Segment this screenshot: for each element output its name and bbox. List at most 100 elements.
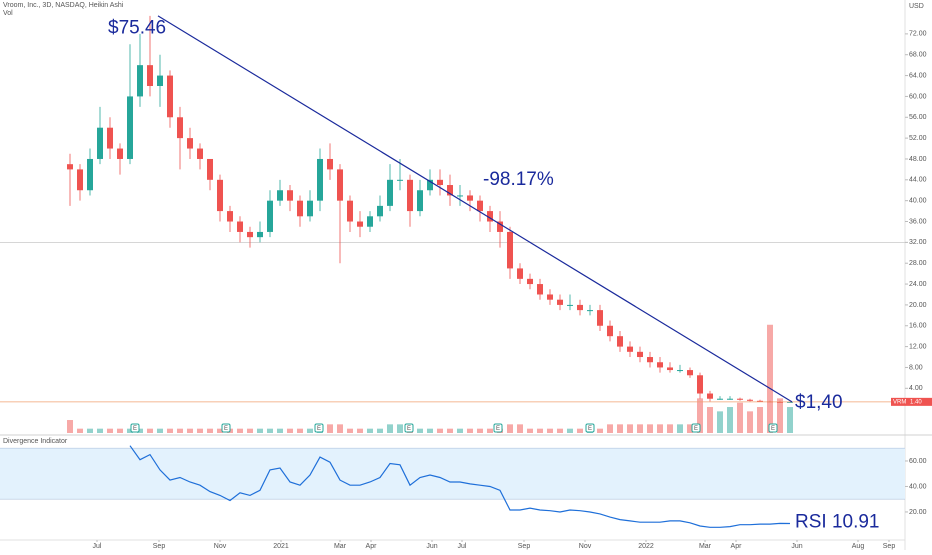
candle-body	[577, 304, 583, 311]
candle-body	[527, 278, 533, 285]
y-tick-label: 20.00	[909, 509, 927, 516]
y-tick-label: 36.00	[909, 218, 927, 225]
volume-bar	[237, 428, 243, 433]
x-tick-label: Mar	[334, 543, 347, 550]
volume-bar	[197, 428, 203, 433]
volume-bar	[217, 428, 223, 433]
volume-bar	[177, 428, 183, 433]
earnings-marker	[130, 423, 140, 433]
candle-body	[137, 65, 143, 97]
volume-bar	[427, 428, 433, 433]
volume-bar	[717, 411, 723, 433]
earnings-marker	[404, 423, 414, 433]
y-tick-label: 64.00	[909, 72, 927, 79]
candle-body	[467, 195, 473, 201]
candle-body	[217, 179, 223, 212]
earnings-label: E	[133, 426, 137, 432]
volume-bar	[637, 424, 643, 433]
candle-body	[637, 351, 643, 358]
y-tick-label: 52.00	[909, 135, 927, 142]
annotation: -98.17%	[483, 169, 554, 190]
candle-body	[777, 401, 783, 403]
y-tick-label: 40.00	[909, 198, 927, 205]
volume-bar	[287, 428, 293, 433]
volume-bar	[387, 424, 393, 433]
candle-body	[237, 221, 243, 232]
candle-body	[737, 398, 743, 400]
volume-bar	[467, 428, 473, 433]
volume-bar	[77, 428, 83, 433]
candle-body	[367, 216, 373, 227]
volume-bar	[507, 424, 513, 433]
annotation: $1,40	[795, 392, 843, 413]
volume-bar	[547, 428, 553, 433]
candle-body	[77, 169, 83, 191]
volume-bar	[397, 424, 403, 433]
volume-bar	[127, 428, 133, 433]
candle-body	[187, 138, 193, 149]
candle-body	[427, 179, 433, 191]
volume-bar	[657, 424, 663, 433]
earnings-marker	[585, 423, 595, 433]
candle-body	[647, 357, 653, 363]
candle-body	[757, 400, 763, 402]
y-tick-label: 24.00	[909, 281, 927, 288]
candle-body	[537, 284, 543, 295]
candle-body	[87, 158, 93, 191]
candle-body	[167, 75, 173, 118]
volume-bar	[747, 411, 753, 433]
volume-bar	[267, 428, 273, 433]
candle-body	[97, 127, 103, 159]
indicator-band	[0, 448, 905, 500]
volume-bar	[457, 428, 463, 433]
candle-body	[337, 169, 343, 201]
candle-body	[457, 195, 463, 197]
candle-body	[267, 200, 273, 232]
candle-body	[597, 310, 603, 326]
last-symbol: VRM	[893, 399, 906, 405]
earnings-marker	[314, 423, 324, 433]
candle-body	[127, 96, 133, 159]
candle-body	[657, 362, 663, 368]
indicator-annotation: RSI 10.91	[795, 512, 880, 533]
earnings-label: E	[317, 426, 321, 432]
x-tick-label: 2022	[638, 543, 654, 550]
y-tick-label: 32.00	[909, 239, 927, 246]
last-price-box	[891, 397, 932, 406]
candle-body	[627, 346, 633, 352]
chart-title: Vroom, Inc., 3D, NASDAQ, Heikin Ashi	[3, 2, 124, 9]
volume-bar	[667, 424, 673, 433]
volume-bar	[707, 407, 713, 433]
x-tick-label: Apr	[366, 543, 378, 550]
volume-bar	[247, 428, 253, 433]
candle-body	[277, 190, 283, 201]
volume-bar	[727, 407, 733, 433]
candle-body	[687, 370, 693, 376]
y-tick-label: 60.00	[909, 93, 927, 100]
volume-bar	[737, 402, 743, 433]
x-tick-label: Sep	[518, 543, 531, 550]
candle-body	[347, 200, 353, 222]
volume-bar	[357, 428, 363, 433]
x-tick-label: Jun	[791, 543, 802, 550]
volume-bar	[117, 428, 123, 433]
candle-body	[517, 268, 523, 279]
earnings-marker	[493, 423, 503, 433]
x-tick-label: Sep	[153, 543, 166, 550]
candle-body	[147, 65, 153, 86]
earnings-label: E	[496, 426, 500, 432]
y-tick-label: 4.00	[909, 385, 923, 392]
volume-bar	[777, 398, 783, 433]
candle-body	[207, 158, 213, 180]
volume-bar	[477, 428, 483, 433]
volume-bar	[487, 428, 493, 433]
candle-body	[587, 310, 593, 312]
last-price: 1.40	[910, 399, 922, 405]
x-tick-label: Jun	[426, 543, 437, 550]
x-tick-label: Jul	[93, 543, 102, 550]
earnings-marker	[221, 423, 231, 433]
candle-body	[417, 190, 423, 212]
volume-bar	[97, 428, 103, 433]
y-tick-label: 44.00	[909, 177, 927, 184]
x-tick-label: Sep	[883, 543, 896, 550]
